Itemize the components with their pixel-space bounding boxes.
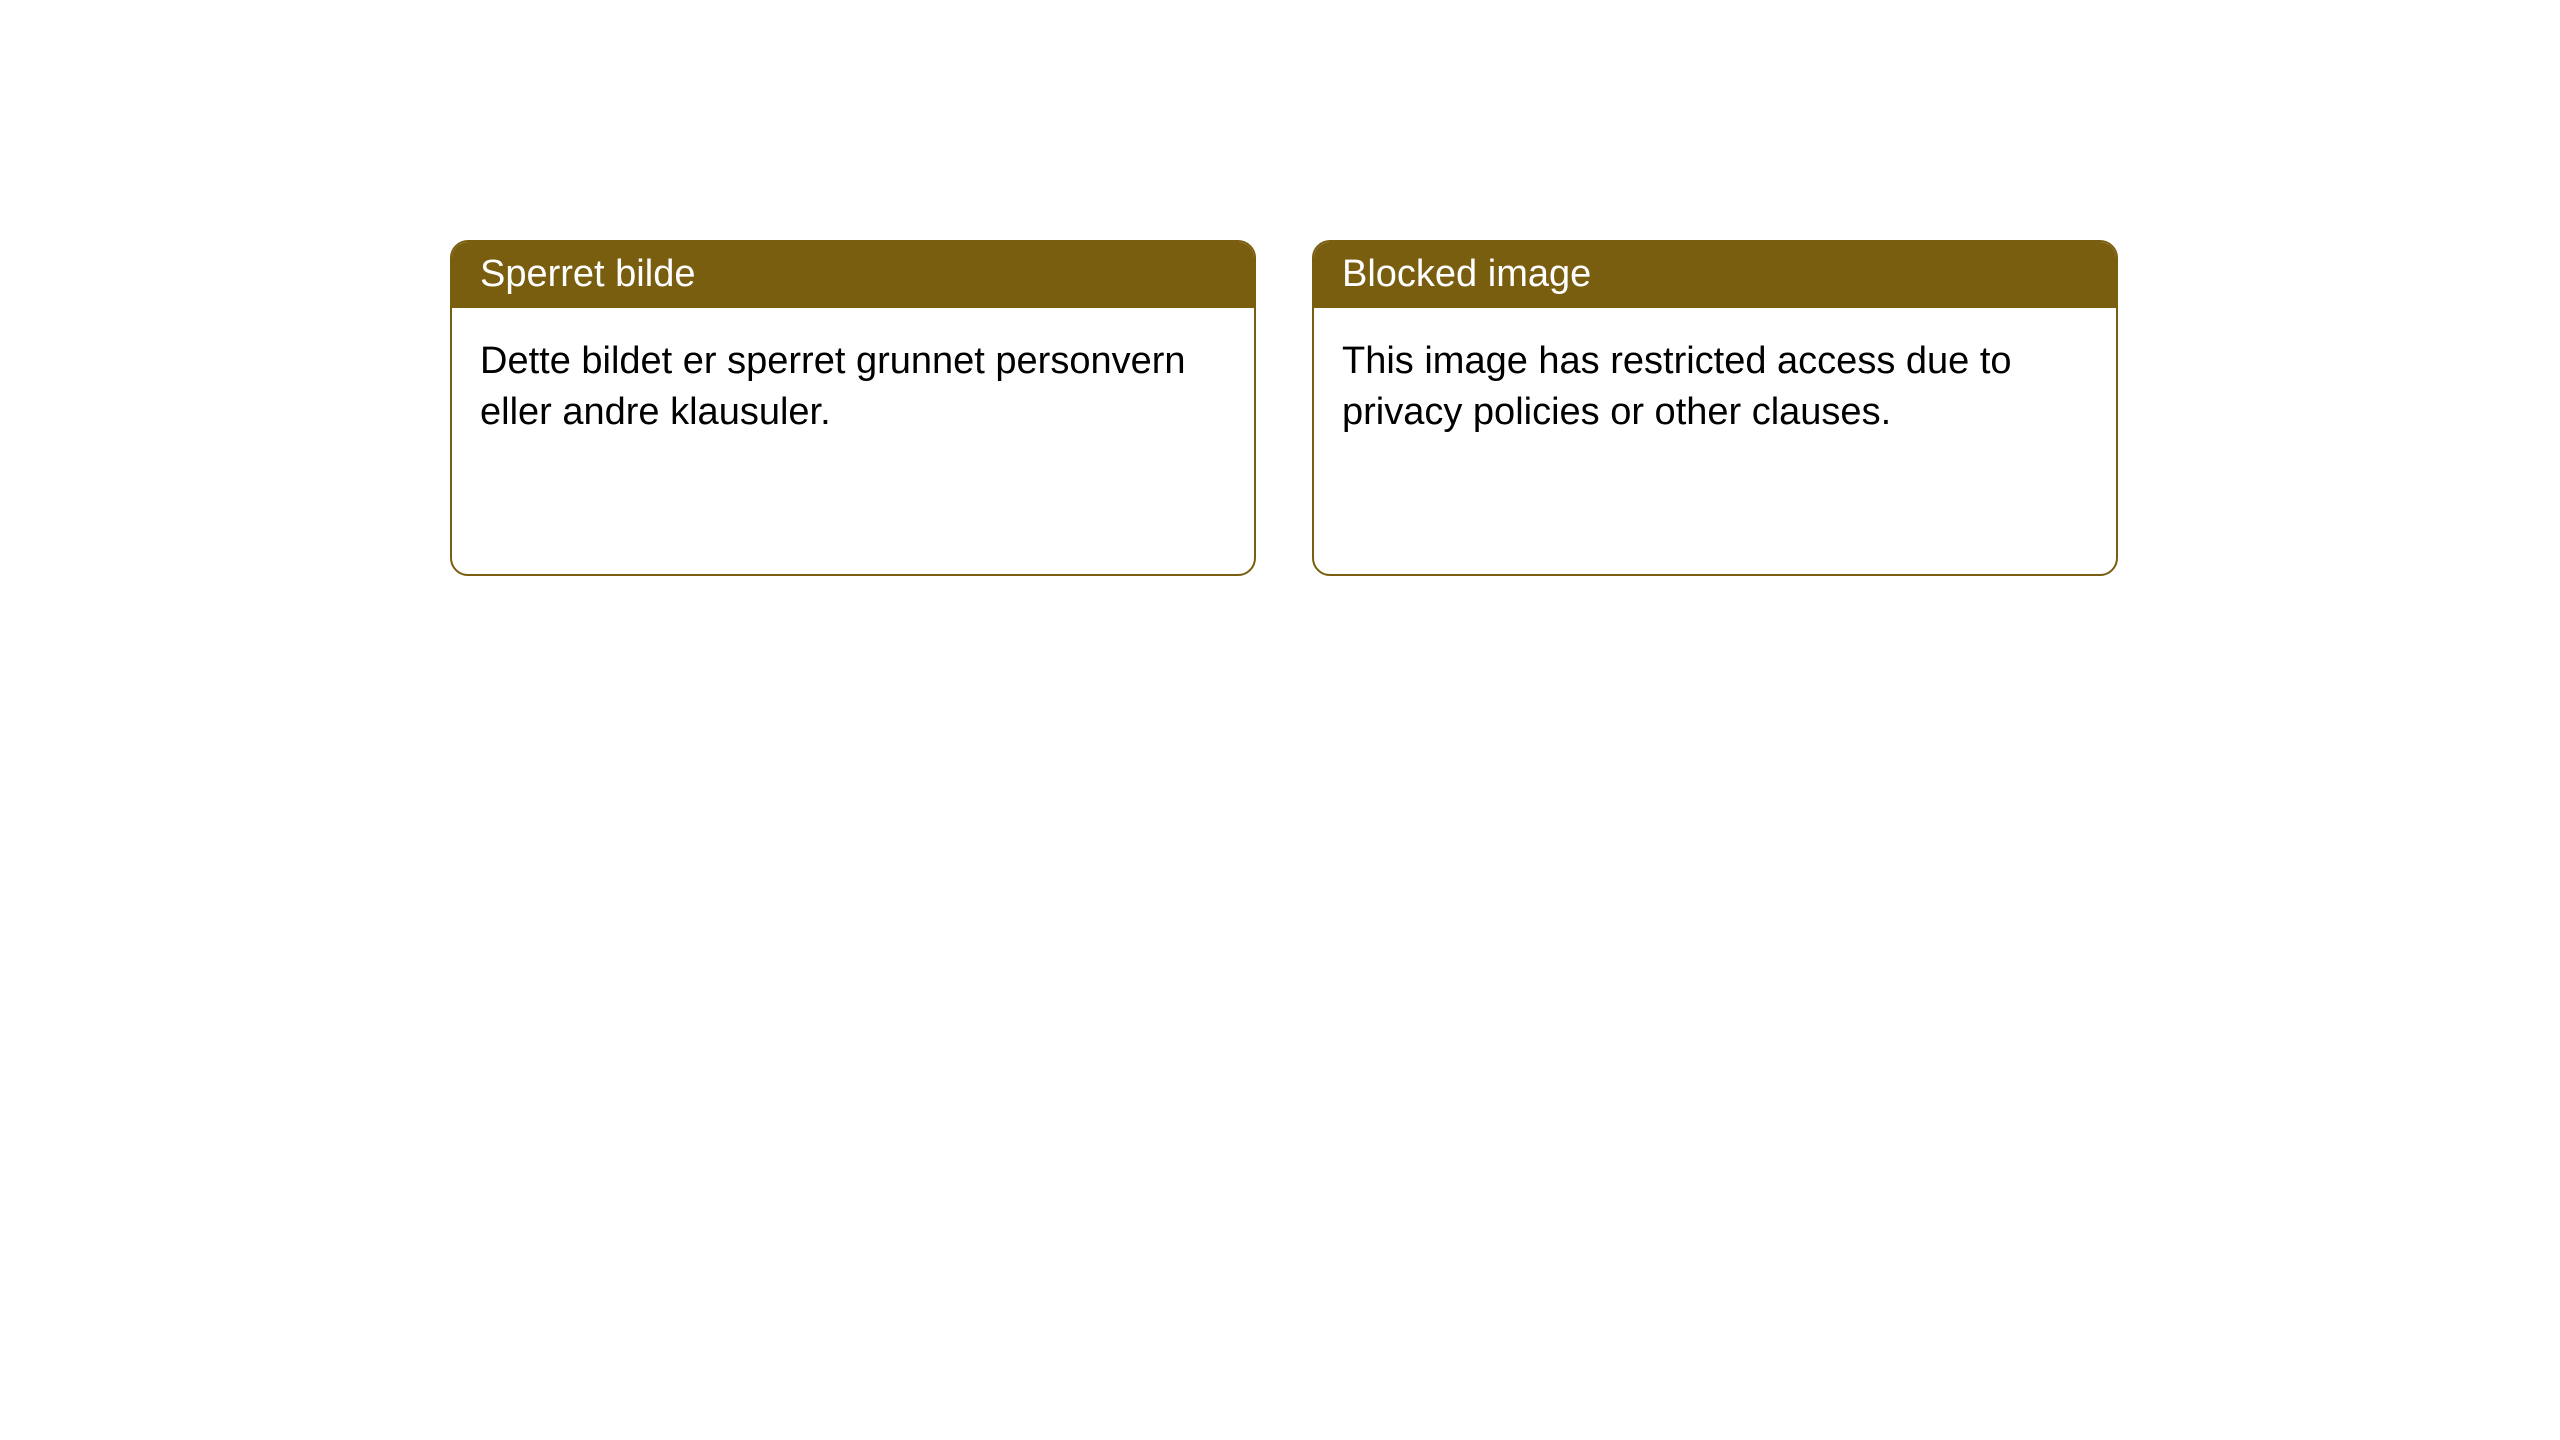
notice-title: Blocked image — [1314, 242, 2116, 308]
notice-card-norwegian: Sperret bilde Dette bildet er sperret gr… — [450, 240, 1256, 576]
notice-card-english: Blocked image This image has restricted … — [1312, 240, 2118, 576]
notice-container: Sperret bilde Dette bildet er sperret gr… — [0, 0, 2560, 576]
notice-body-text: Dette bildet er sperret grunnet personve… — [452, 308, 1254, 467]
notice-title: Sperret bilde — [452, 242, 1254, 308]
notice-body-text: This image has restricted access due to … — [1314, 308, 2116, 467]
